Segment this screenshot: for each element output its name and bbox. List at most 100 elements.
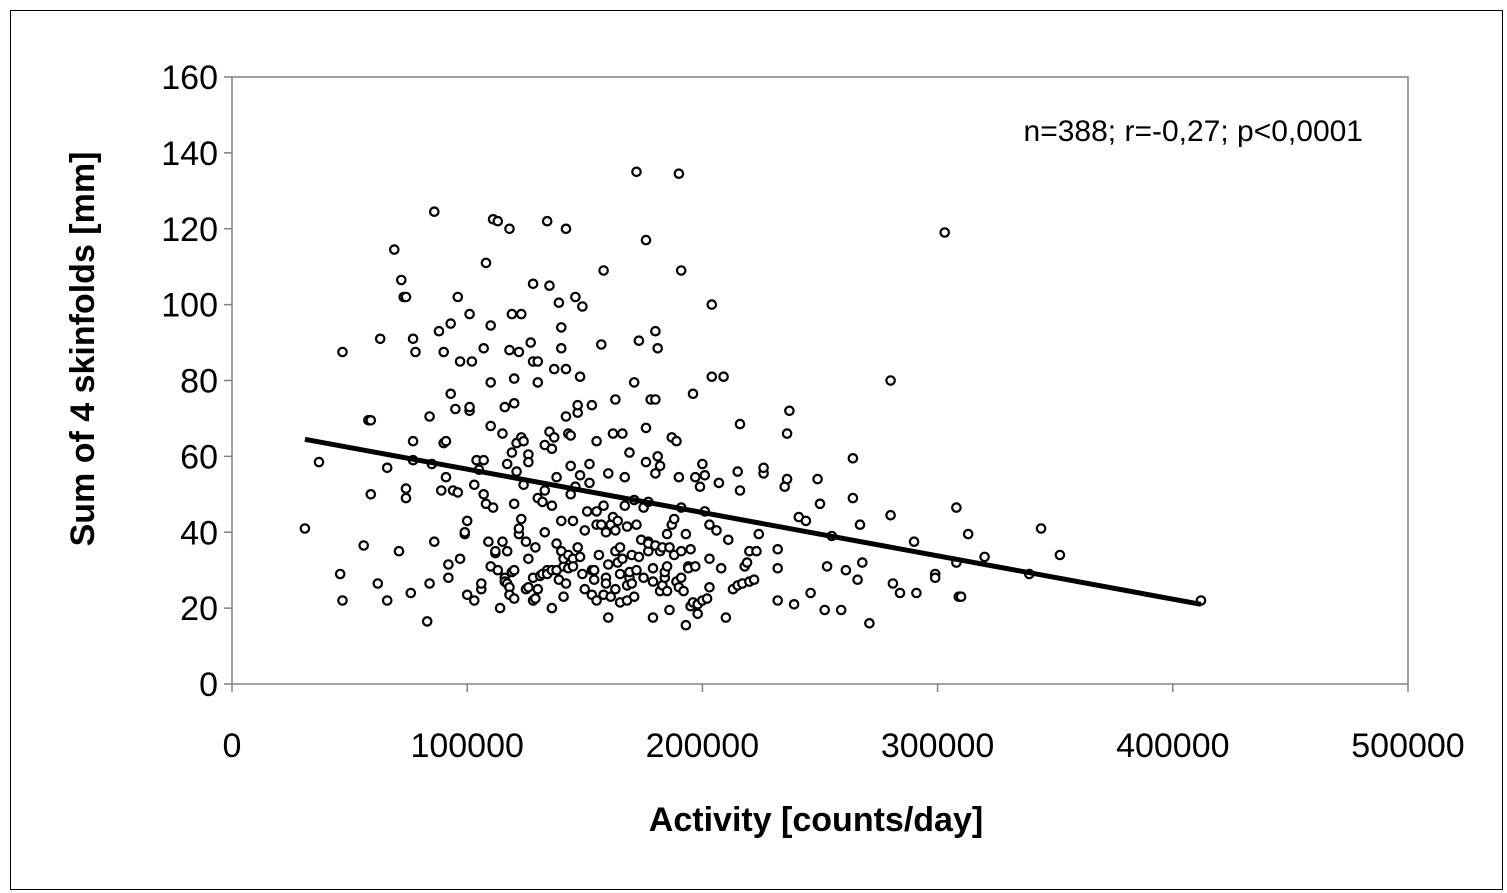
data-point <box>527 278 539 290</box>
data-point <box>675 572 687 584</box>
data-point <box>664 604 675 616</box>
data-point <box>661 585 673 597</box>
data-point <box>628 591 640 602</box>
data-point <box>570 291 581 303</box>
data-point <box>410 346 421 358</box>
data-point <box>805 587 816 599</box>
data-point <box>424 578 435 589</box>
data-point <box>675 265 687 276</box>
data-point <box>647 612 659 623</box>
data-point <box>461 515 473 527</box>
data-point <box>951 502 962 513</box>
data-point <box>748 574 760 585</box>
data-point <box>588 564 600 576</box>
data-point <box>513 346 525 358</box>
data-point <box>485 377 496 388</box>
data-point <box>445 388 456 400</box>
data-point <box>694 481 706 492</box>
data-point <box>520 536 532 547</box>
data-point <box>678 585 689 597</box>
data-point <box>440 435 452 447</box>
data-point <box>492 215 504 227</box>
data-point <box>626 578 638 589</box>
data-point <box>704 553 715 565</box>
data-point <box>555 342 567 354</box>
data-point <box>405 587 417 599</box>
x-axis-title: Activity [counts/day] <box>649 801 983 839</box>
data-point <box>508 593 520 604</box>
data-point <box>588 574 600 585</box>
data-point <box>734 418 746 430</box>
data-point <box>800 515 812 527</box>
data-point <box>614 542 626 553</box>
y-tick-label: 80 <box>180 363 218 401</box>
data-point <box>508 397 520 409</box>
data-point <box>539 526 551 538</box>
data-point <box>555 322 567 333</box>
data-point <box>560 578 572 589</box>
y-tick-label: 100 <box>161 287 218 325</box>
data-point <box>337 346 348 358</box>
data-point <box>530 542 541 553</box>
data-point <box>443 572 454 584</box>
data-point <box>732 466 743 477</box>
data-point <box>428 536 440 547</box>
data-point <box>395 274 407 286</box>
data-point <box>299 523 311 534</box>
data-point <box>428 206 440 217</box>
data-point <box>821 561 833 572</box>
data-point <box>772 595 783 606</box>
data-point <box>751 545 762 557</box>
data-point <box>334 568 346 580</box>
data-point <box>614 568 626 580</box>
data-point <box>664 542 675 553</box>
data-point <box>715 562 727 574</box>
data-point <box>772 562 783 574</box>
data-point <box>579 583 591 595</box>
data-point <box>555 515 567 527</box>
data-point <box>741 557 753 568</box>
data-points <box>299 166 1207 631</box>
x-axis-ticks: 0 100000 200000 300000 400000 500000 <box>223 684 1465 765</box>
data-point <box>459 526 471 538</box>
data-point <box>640 234 652 246</box>
data-point <box>638 572 649 584</box>
data-point <box>647 562 659 574</box>
data-point <box>513 523 525 534</box>
y-tick-label: 0 <box>199 666 218 704</box>
data-point <box>617 553 628 565</box>
data-point <box>788 598 800 610</box>
data-point <box>506 308 518 320</box>
data-point <box>508 498 520 510</box>
data-point <box>511 466 522 477</box>
y-axis-ticks: 0 20 40 60 80 100 120 140 160 <box>161 59 232 704</box>
data-point <box>478 488 489 500</box>
data-point <box>515 513 527 525</box>
data-point <box>711 525 722 536</box>
data-point <box>718 371 729 382</box>
data-point <box>631 166 642 178</box>
data-point <box>551 471 562 483</box>
data-point <box>673 168 685 179</box>
data-point <box>689 561 701 572</box>
data-point <box>501 458 513 470</box>
data-point <box>365 488 377 500</box>
data-point <box>602 468 614 479</box>
data-point <box>523 581 534 593</box>
data-point <box>400 291 412 303</box>
data-point <box>847 452 859 464</box>
data-point <box>572 542 583 553</box>
data-point <box>835 604 847 616</box>
data-point <box>628 377 640 388</box>
data-point <box>525 337 536 348</box>
data-point <box>701 593 713 604</box>
data-point <box>487 502 499 513</box>
data-point <box>553 297 565 308</box>
data-point <box>454 553 466 565</box>
data-point <box>537 496 548 508</box>
data-point <box>722 534 734 546</box>
data-point <box>619 500 631 511</box>
data-point <box>492 564 504 576</box>
data-point <box>548 363 560 375</box>
data-point <box>574 551 586 563</box>
